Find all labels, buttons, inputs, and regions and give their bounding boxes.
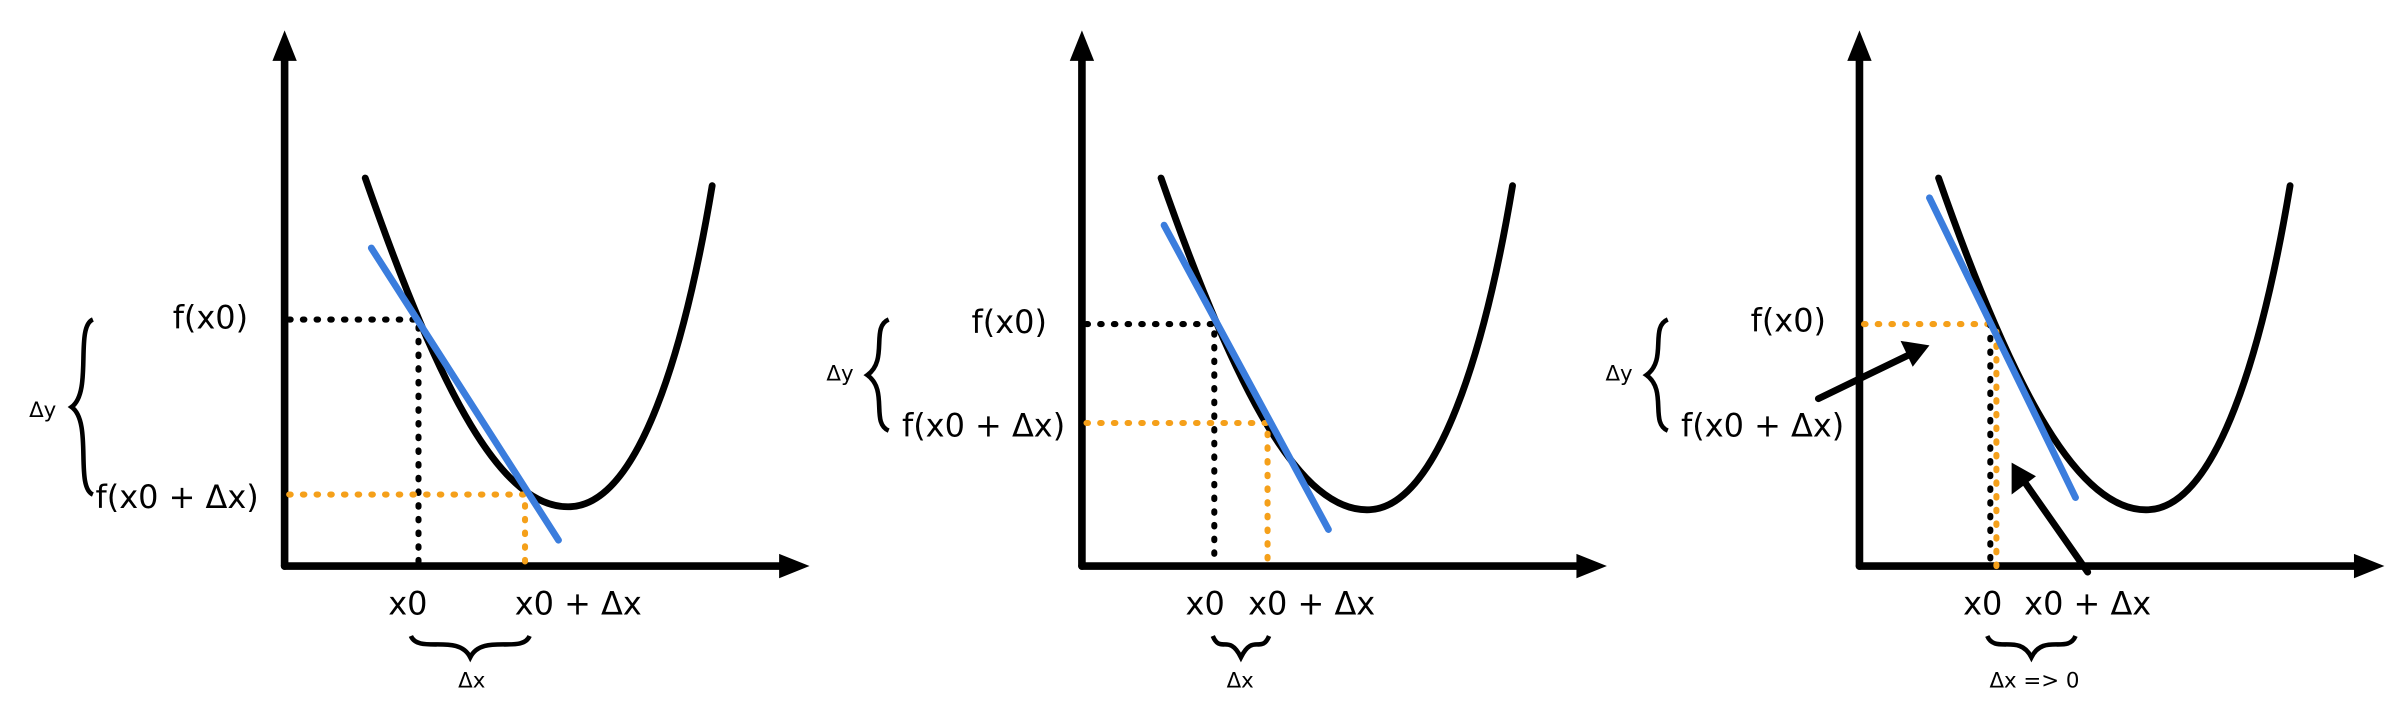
dy-brace bbox=[863, 317, 890, 433]
tangent-line bbox=[1160, 221, 1332, 533]
guide-orange bbox=[1083, 419, 1271, 570]
x0-dx-label: x0 + Δx bbox=[515, 585, 642, 623]
f-x0-label: f(x0) bbox=[972, 303, 1047, 341]
guide-orange bbox=[286, 491, 529, 570]
arrow-head bbox=[1900, 340, 1930, 367]
arrow bbox=[1814, 351, 1914, 403]
x-axis-arrow bbox=[1576, 553, 1607, 579]
arrow bbox=[2020, 477, 2092, 576]
guide-black bbox=[1083, 321, 1218, 570]
y-axis-arrow bbox=[272, 30, 297, 61]
curve bbox=[361, 174, 716, 511]
dx-label: Δx => 0 bbox=[1989, 669, 2079, 694]
x0-label: x0 bbox=[388, 585, 427, 623]
dy-label: Δy bbox=[29, 398, 56, 423]
x0-dx-label: x0 + Δx bbox=[2024, 585, 2151, 623]
x0-label: x0 bbox=[1963, 585, 2002, 623]
x-axis-arrow bbox=[779, 553, 810, 579]
dx-brace bbox=[1985, 634, 2078, 663]
y-axis-arrow bbox=[1069, 30, 1095, 61]
x0-dx-label: x0 + Δx bbox=[1248, 585, 1375, 623]
f-x0-label: f(x0) bbox=[173, 299, 248, 337]
tangent-line bbox=[367, 244, 562, 544]
dy-brace bbox=[67, 317, 95, 497]
x0-label: x0 bbox=[1186, 585, 1225, 623]
y-axis-arrow bbox=[1847, 30, 1872, 61]
f-x0-dx-label: f(x0 + Δx) bbox=[902, 407, 1065, 445]
dx-label: Δx bbox=[458, 669, 485, 694]
f-x0-label: f(x0) bbox=[1751, 302, 1826, 340]
tangent-line bbox=[1926, 194, 2079, 501]
x-axis-arrow bbox=[2353, 553, 2385, 579]
guide-black bbox=[286, 316, 422, 570]
dy-label: Δy bbox=[826, 361, 853, 386]
f-x0-dx-label: f(x0 + Δx) bbox=[96, 478, 259, 516]
dx-brace bbox=[408, 634, 532, 663]
dy-label: Δy bbox=[1605, 361, 1632, 386]
dx-brace bbox=[1210, 634, 1272, 663]
dy-brace bbox=[1642, 317, 1669, 433]
dx-label: Δx bbox=[1227, 669, 1254, 694]
arrow-head bbox=[2011, 462, 2036, 495]
f-x0-dx-label: f(x0 + Δx) bbox=[1681, 407, 1844, 445]
